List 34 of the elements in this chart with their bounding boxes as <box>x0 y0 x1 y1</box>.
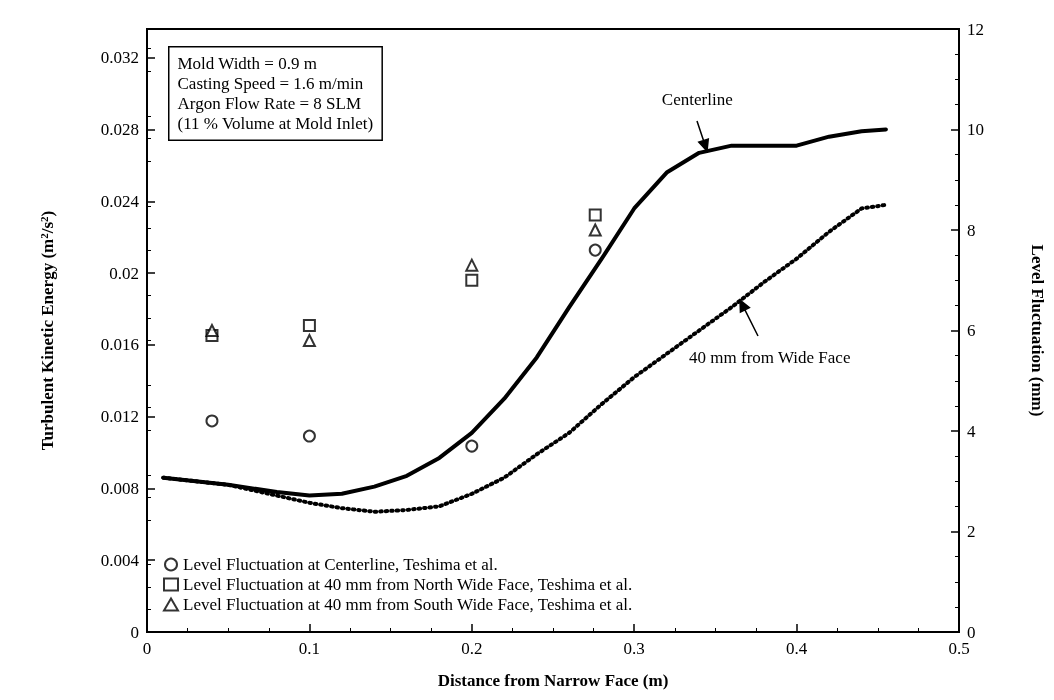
legend-label: Level Fluctuation at 40 mm from North Wide Face, Teshima et al. <box>183 575 633 594</box>
y2-tick-label: 0 <box>967 622 976 642</box>
x-tick-label: 0.3 <box>623 639 645 658</box>
x-tick-label: 0.1 <box>298 639 321 658</box>
legend-label: Level Fluctuation at 40 mm from South Wide Face, Teshima et al. <box>183 595 633 614</box>
y2-tick-label: 4 <box>967 421 976 441</box>
y-tick-label: 0.004 <box>100 550 140 570</box>
y2-tick-label: 10 <box>967 120 984 139</box>
y-tick-label: 0.028 <box>100 120 139 139</box>
annotation: Argon Flow Rate = 8 SLM <box>177 94 362 113</box>
y-tick-label: 0.008 <box>100 478 139 498</box>
x-tick-label: 0.2 <box>461 639 483 658</box>
annotation: Mold Width = 0.9 m <box>177 54 317 73</box>
y-tick-label: 0.032 <box>100 48 139 68</box>
x-axis-title: Distance from Narrow Face (m) <box>437 671 669 690</box>
y-axis-title: Turbulent Kinetic Energy (m2/s2) <box>37 210 57 451</box>
y-tick-label: 0.024 <box>100 191 140 211</box>
x-tick-label: 0 <box>142 639 152 658</box>
y-tick-label: 0 <box>130 622 139 642</box>
annotation: 40 mm from Wide Face <box>689 348 851 368</box>
y2-tick-label: 6 <box>967 321 976 340</box>
y-tick-label: 0.012 <box>100 407 139 427</box>
x-tick-label: 0.4 <box>785 639 808 658</box>
y2-tick-label: 8 <box>967 220 976 240</box>
annotation: Centerline <box>661 89 733 109</box>
y2-tick-label: 2 <box>967 522 976 541</box>
annotation: (11 % Volume at Mold Inlet) <box>177 114 374 133</box>
x-tick-label: 0.5 <box>948 639 970 658</box>
y2-tick-label: 12 <box>967 19 984 39</box>
annotation: Casting Speed = 1.6 m/min <box>177 74 364 93</box>
y2-axis-title: Level Fluctuation (mm) <box>1028 244 1047 417</box>
legend-label: Level Fluctuation at Centerline, Teshima et al. <box>183 555 498 574</box>
y-tick-label: 0.02 <box>109 263 139 283</box>
y-tick-label: 0.016 <box>100 335 139 355</box>
